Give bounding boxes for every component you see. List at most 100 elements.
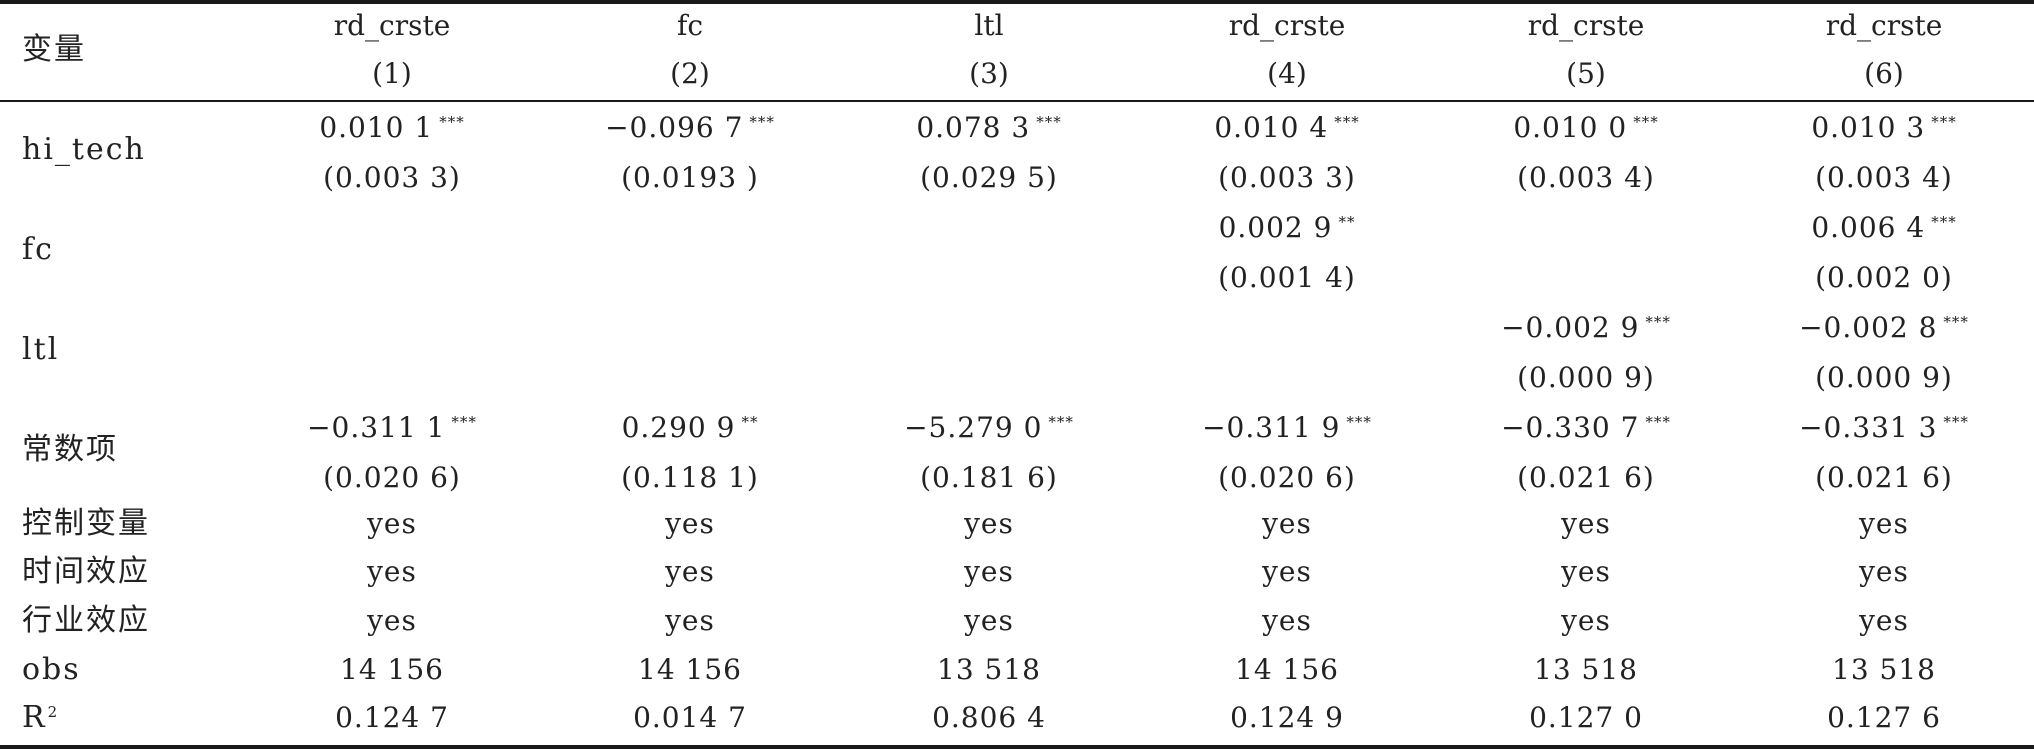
coefficient-cell: 0.010 0 *** xyxy=(1513,112,1658,144)
row-label: 控制变量 xyxy=(22,506,150,541)
variable-header: 变量 xyxy=(22,32,86,67)
coefficient-value: 0.078 3 xyxy=(916,111,1031,144)
significance-stars: *** xyxy=(1036,113,1062,131)
coefficient-value: −5.279 0 xyxy=(904,411,1043,444)
coefficient-cell: −0.311 1 *** xyxy=(307,412,477,444)
r-squared-cell: 0.806 4 xyxy=(932,701,1046,734)
column-dependent-var: ltl xyxy=(974,9,1004,42)
coefficient-value: 0.010 3 xyxy=(1811,111,1926,144)
column-number: (5) xyxy=(1566,57,1606,90)
table-cell: yes xyxy=(665,555,715,588)
r-squared-cell: 0.124 9 xyxy=(1230,701,1344,734)
significance-stars: *** xyxy=(1931,113,1957,131)
row-label: 时间效应 xyxy=(22,554,150,589)
significance-stars: *** xyxy=(1943,413,1969,431)
coefficient-value: 0.010 0 xyxy=(1513,111,1628,144)
standard-error-cell: (0.000 9) xyxy=(1815,361,1953,394)
significance-stars: *** xyxy=(439,113,465,131)
column-dependent-var: rd_crste xyxy=(1825,9,1943,42)
coefficient-value: −0.002 9 xyxy=(1501,311,1640,344)
coefficient-value: 0.010 4 xyxy=(1214,111,1329,144)
standard-error-cell: (0.0193 ) xyxy=(621,161,759,194)
top-rule xyxy=(0,0,2034,4)
r-squared-cell: 0.127 6 xyxy=(1827,701,1941,734)
table-cell: yes xyxy=(1859,604,1909,637)
r-squared-cell: 0.124 7 xyxy=(335,701,449,734)
table-cell: 13 518 xyxy=(1832,653,1936,686)
coefficient-cell: 0.010 1 *** xyxy=(319,112,464,144)
table-cell: yes xyxy=(964,604,1014,637)
coefficient-value: 0.290 9 xyxy=(621,411,736,444)
significance-stars: ** xyxy=(1338,213,1356,231)
coefficient-cell: −5.279 0 *** xyxy=(904,412,1074,444)
coefficient-cell: −0.096 7 *** xyxy=(605,112,775,144)
table-cell: yes xyxy=(1262,604,1312,637)
column-number: (3) xyxy=(969,57,1009,90)
standard-error-cell: (0.020 6) xyxy=(1218,461,1356,494)
row-label: 常数项 xyxy=(22,432,118,467)
r-label: R xyxy=(22,700,47,735)
column-number: (6) xyxy=(1864,57,1904,90)
column-dependent-var: rd_crste xyxy=(333,9,451,42)
standard-error-cell: (0.001 4) xyxy=(1218,261,1356,294)
table-cell: 14 156 xyxy=(638,653,742,686)
significance-stars: *** xyxy=(1633,113,1659,131)
table-cell: 14 156 xyxy=(1235,653,1339,686)
coefficient-value: 0.002 9 xyxy=(1218,211,1333,244)
table-cell: yes xyxy=(367,507,417,540)
table-cell: yes xyxy=(1859,507,1909,540)
row-label-r-squared: R2 xyxy=(22,702,58,734)
standard-error-cell: (0.118 1) xyxy=(621,461,759,494)
standard-error-cell: (0.000 9) xyxy=(1517,361,1655,394)
standard-error-cell: (0.003 4) xyxy=(1815,161,1953,194)
coefficient-cell: 0.290 9 ** xyxy=(622,412,759,444)
significance-stars: *** xyxy=(749,113,775,131)
coefficient-cell: 0.010 3 *** xyxy=(1811,112,1956,144)
table-cell: yes xyxy=(1561,555,1611,588)
table-cell: yes xyxy=(1262,555,1312,588)
significance-stars: *** xyxy=(1943,313,1969,331)
table-cell: yes xyxy=(1561,507,1611,540)
table-cell: yes xyxy=(964,507,1014,540)
standard-error-cell: (0.020 6) xyxy=(323,461,461,494)
row-label: fc xyxy=(22,232,54,267)
row-label: ltl xyxy=(22,332,60,367)
row-label: hi_tech xyxy=(22,132,146,167)
coefficient-value: −0.330 7 xyxy=(1501,411,1640,444)
table-cell: yes xyxy=(367,555,417,588)
standard-error-cell: (0.002 0) xyxy=(1815,261,1953,294)
standard-error-cell: (0.021 6) xyxy=(1815,461,1953,494)
coefficient-value: −0.331 3 xyxy=(1799,411,1938,444)
r-superscript: 2 xyxy=(47,703,59,721)
significance-stars: *** xyxy=(1645,313,1671,331)
significance-stars: ** xyxy=(741,413,759,431)
coefficient-cell: −0.331 3 *** xyxy=(1799,412,1969,444)
standard-error-cell: (0.003 4) xyxy=(1517,161,1655,194)
significance-stars: *** xyxy=(1346,413,1372,431)
table-cell: yes xyxy=(1561,604,1611,637)
standard-error-cell: (0.181 6) xyxy=(920,461,1058,494)
coefficient-value: 0.006 4 xyxy=(1811,211,1926,244)
row-label: obs xyxy=(22,652,81,687)
table-cell: yes xyxy=(665,604,715,637)
header-rule xyxy=(0,100,2034,102)
coefficient-cell: −0.311 9 *** xyxy=(1202,412,1372,444)
table-cell: yes xyxy=(367,604,417,637)
table-cell: yes xyxy=(1859,555,1909,588)
column-number: (2) xyxy=(670,57,710,90)
standard-error-cell: (0.029 5) xyxy=(920,161,1058,194)
table-cell: yes xyxy=(964,555,1014,588)
coefficient-value: −0.311 9 xyxy=(1202,411,1341,444)
coefficient-cell: −0.330 7 *** xyxy=(1501,412,1671,444)
coefficient-cell: 0.002 9 ** xyxy=(1219,212,1356,244)
table-cell: 13 518 xyxy=(1534,653,1638,686)
coefficient-value: −0.311 1 xyxy=(307,411,446,444)
column-number: (1) xyxy=(372,57,412,90)
table-cell: 13 518 xyxy=(937,653,1041,686)
column-number: (4) xyxy=(1267,57,1307,90)
coefficient-value: −0.096 7 xyxy=(605,111,744,144)
column-dependent-var: fc xyxy=(676,9,704,42)
table-cell: yes xyxy=(665,507,715,540)
significance-stars: *** xyxy=(1645,413,1671,431)
coefficient-cell: 0.010 4 *** xyxy=(1214,112,1359,144)
